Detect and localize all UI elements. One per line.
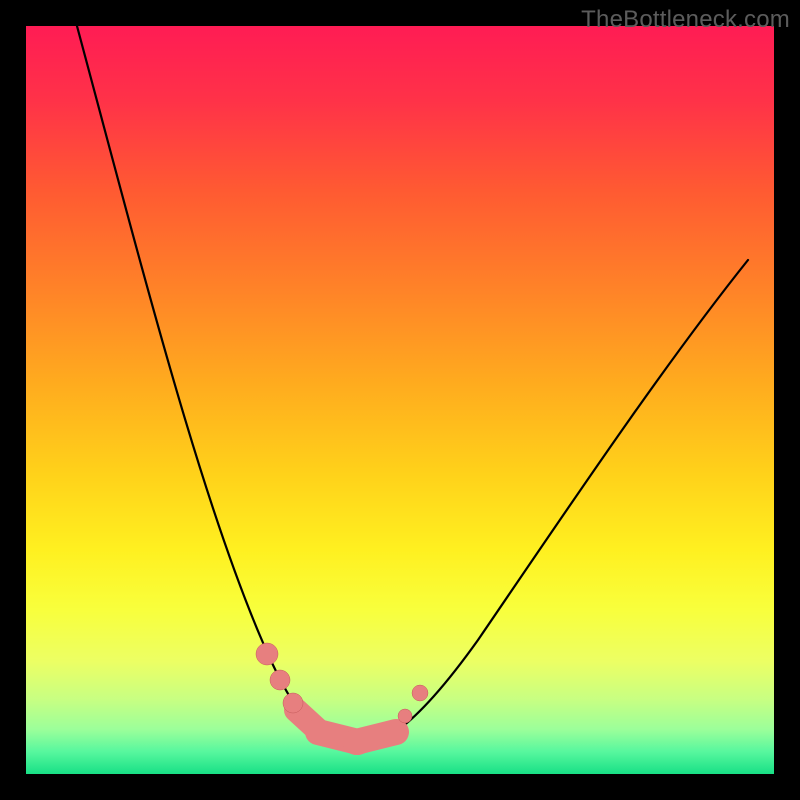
marker-dot-3 — [398, 709, 412, 723]
marker-dot-1 — [270, 670, 290, 690]
marker-dot-4 — [412, 685, 428, 701]
frame-edge-3 — [774, 0, 800, 800]
marker-dot-2 — [283, 693, 303, 713]
marker-dot-0 — [256, 643, 278, 665]
frame-edge-1 — [0, 774, 800, 800]
marker-capsule-2 — [356, 732, 396, 742]
frame-edge-2 — [0, 0, 26, 800]
watermark-text: TheBottleneck.com — [581, 6, 790, 34]
chart-canvas — [0, 0, 800, 800]
plot-background — [26, 26, 774, 774]
